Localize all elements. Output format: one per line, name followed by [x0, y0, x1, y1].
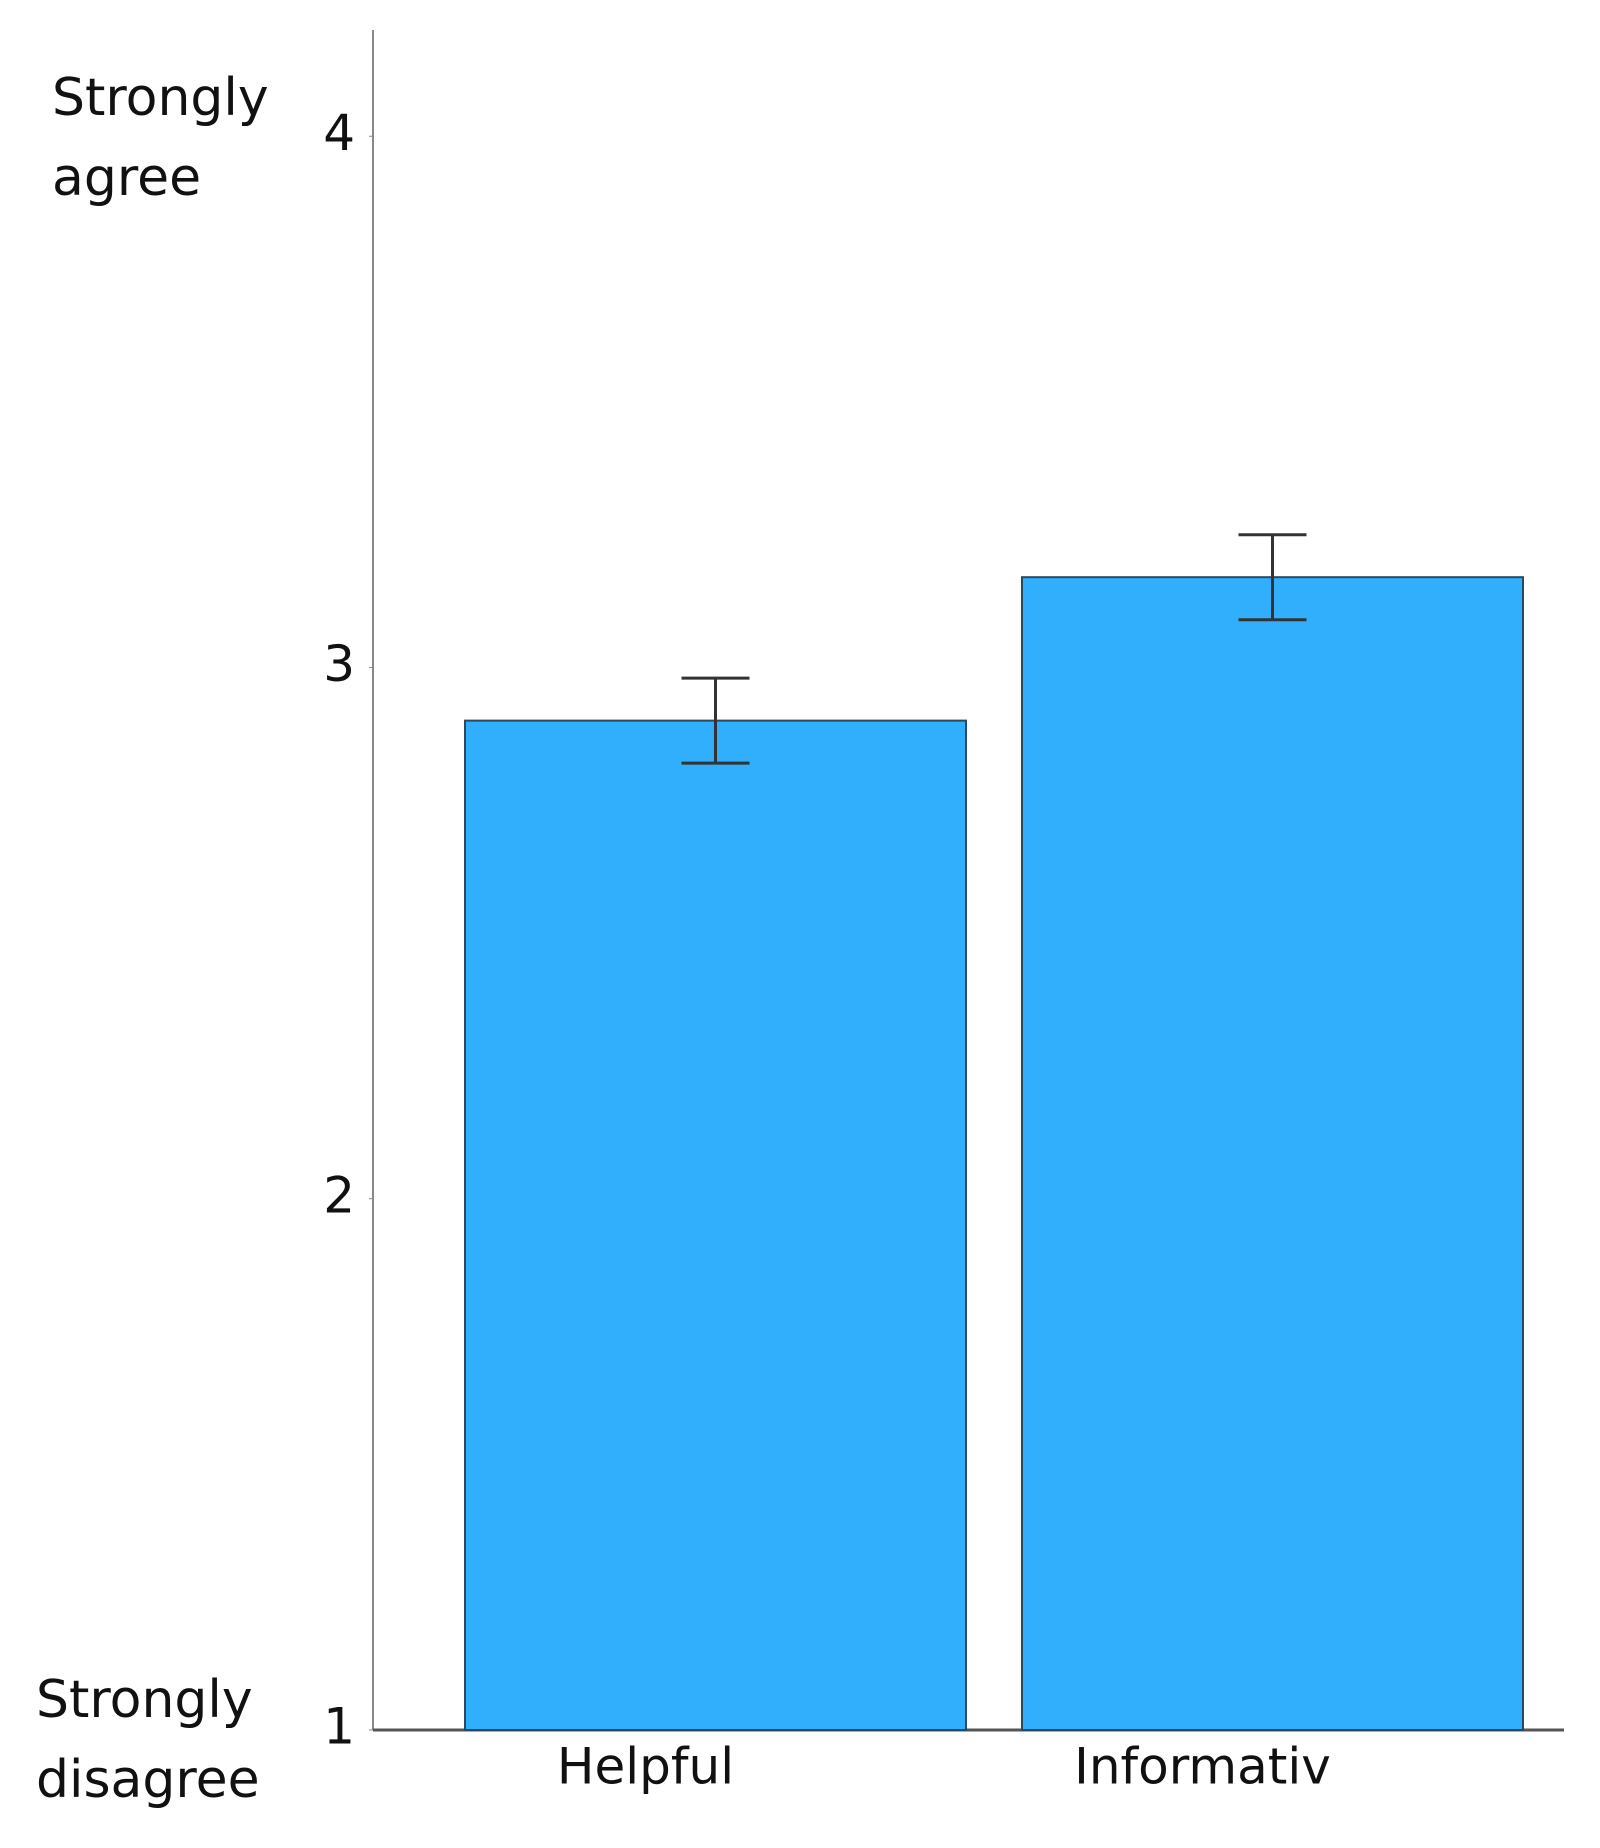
y-tick-label: 1	[323, 1698, 355, 1756]
bar	[1021, 576, 1524, 1731]
y-tick-label: 4	[323, 104, 355, 162]
x-tick-label: Informativ	[1074, 1738, 1331, 1796]
y-tick-label: 2	[323, 1166, 355, 1224]
y-top-annotation: Strongly agree	[52, 68, 269, 208]
x-tick-label: Helpful	[557, 1738, 734, 1796]
bar	[464, 719, 967, 1731]
y-tick-label: 3	[323, 635, 355, 693]
y-bottom-annotation: Strongly disagree	[36, 1670, 260, 1810]
error-bar	[681, 676, 750, 765]
error-bar	[1238, 533, 1307, 622]
